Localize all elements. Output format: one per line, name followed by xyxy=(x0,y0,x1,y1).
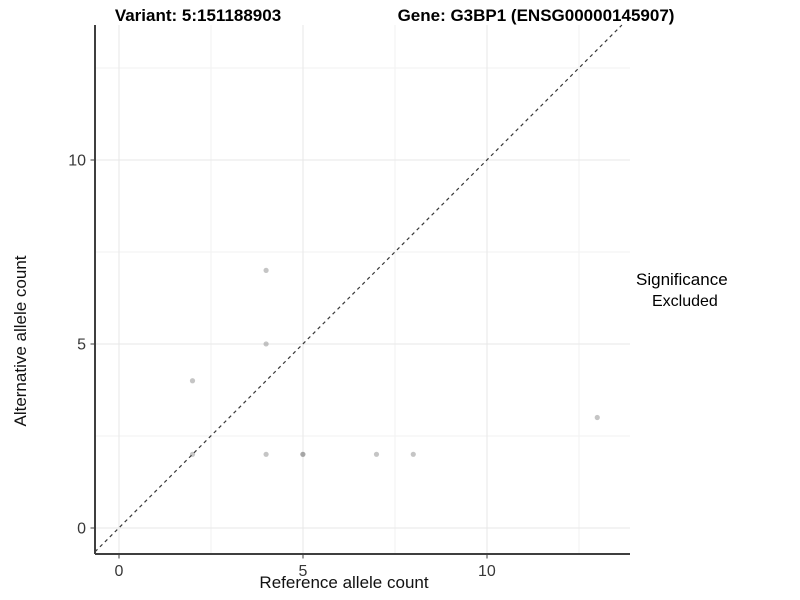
legend-title: Significance xyxy=(636,270,728,289)
data-point xyxy=(373,451,380,457)
data-point xyxy=(189,378,196,384)
data-point xyxy=(594,414,600,421)
y-tick-label: 0 xyxy=(77,520,86,537)
plot-title-gene: Gene: G3BP1 (ENSG00000145907) xyxy=(397,6,675,25)
legend-item-excluded: Excluded xyxy=(636,293,728,311)
identity-line xyxy=(94,24,623,553)
y-tick-label: 10 xyxy=(68,153,86,170)
x-axis-label: Reference allele count xyxy=(259,573,429,592)
legend-item-label: Excluded xyxy=(652,293,718,310)
data-point xyxy=(263,267,269,273)
y-tick-label: 5 xyxy=(77,336,86,353)
data-point xyxy=(300,451,306,457)
x-tick-label: 5 xyxy=(298,563,307,580)
y-axis-label: Alternative allele count xyxy=(11,255,30,427)
data-point xyxy=(263,451,269,457)
x-tick-label: 10 xyxy=(478,563,496,580)
data-point xyxy=(263,341,269,347)
legend-point-icon xyxy=(639,298,647,306)
plot-title-variant: Variant: 5:151188903 xyxy=(114,6,282,25)
legend: Significance Excluded xyxy=(636,270,728,311)
data-point xyxy=(410,451,416,457)
x-tick-label: 0 xyxy=(114,563,123,580)
